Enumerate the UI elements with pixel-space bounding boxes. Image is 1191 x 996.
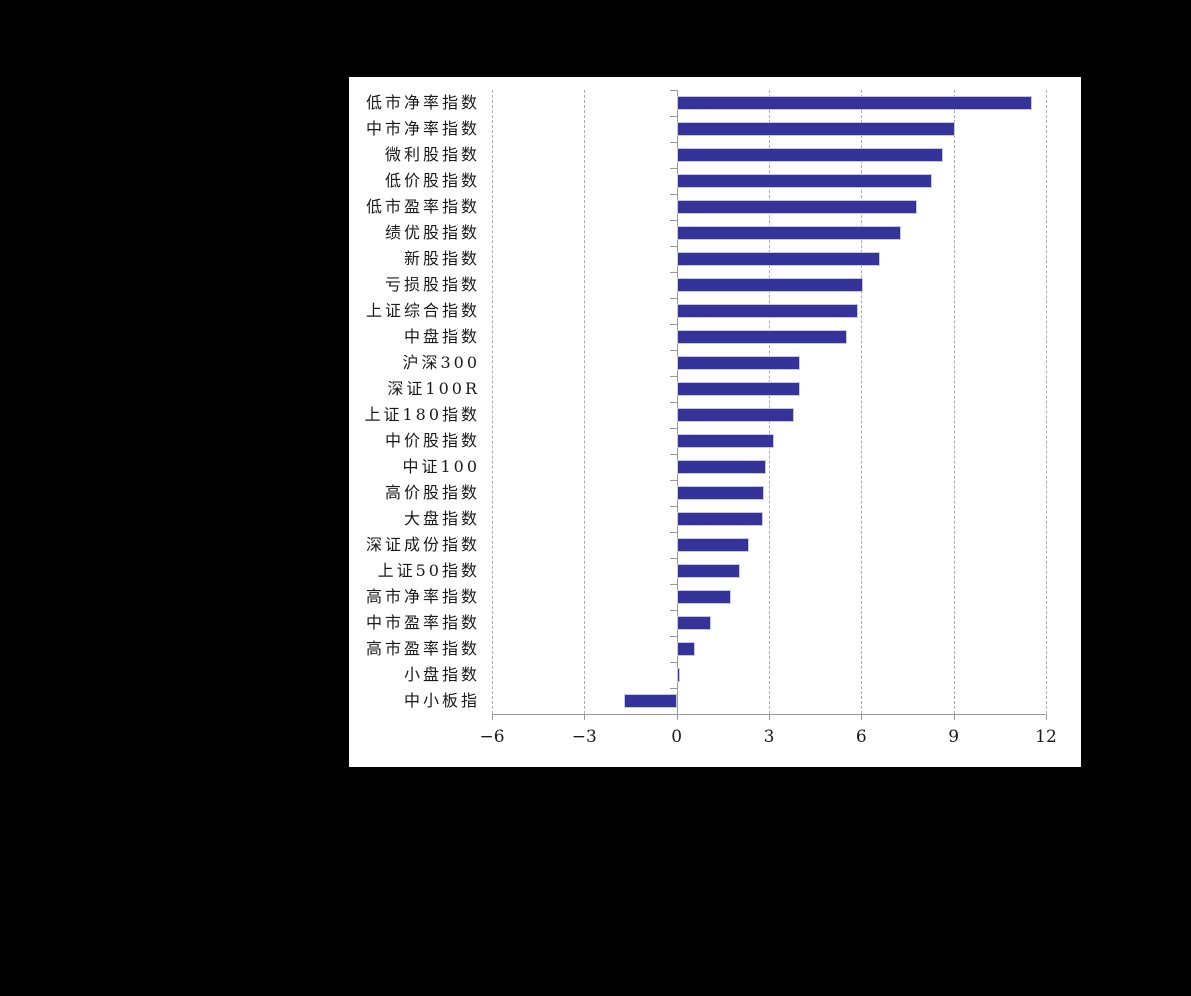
category-tick <box>669 298 677 299</box>
category-tick <box>669 636 677 637</box>
x-tick-label: −3 <box>571 727 597 747</box>
bar <box>676 96 1033 110</box>
gridline <box>1046 90 1047 714</box>
category-tick <box>669 246 677 247</box>
bar <box>676 564 740 578</box>
bar <box>676 330 848 344</box>
category-label: 低价股指数 <box>384 171 480 190</box>
category-tick <box>669 480 677 481</box>
x-axis-line <box>492 714 1046 715</box>
gridline <box>769 90 770 714</box>
category-tick <box>669 506 677 507</box>
category-label: 上证50指数 <box>377 561 480 580</box>
category-label: 中市盈率指数 <box>365 613 480 632</box>
category-label: 深证100R <box>387 379 480 398</box>
category-label: 高市盈率指数 <box>365 639 480 658</box>
bar <box>676 408 794 422</box>
zero-axis-line <box>676 90 678 714</box>
bar <box>676 304 859 318</box>
category-tick <box>669 532 677 533</box>
bar <box>624 694 677 708</box>
category-tick <box>669 610 677 611</box>
category-label: 上证180指数 <box>364 405 480 424</box>
category-label: 上证综合指数 <box>365 301 480 320</box>
gridline <box>584 90 586 714</box>
category-label: 中市净率指数 <box>365 119 480 138</box>
bar <box>676 356 800 370</box>
category-tick <box>669 584 677 585</box>
gridline <box>861 90 863 714</box>
bar <box>676 486 765 500</box>
bar <box>676 616 711 630</box>
category-tick <box>669 454 677 455</box>
category-tick <box>669 116 677 117</box>
category-label: 深证成份指数 <box>365 535 480 554</box>
x-axis-tick <box>769 715 770 720</box>
category-label: 高市净率指数 <box>365 587 480 606</box>
gridline <box>953 90 955 714</box>
category-tick <box>669 376 677 377</box>
chart-panel: 低市净率指数 中市净率指数微利股指数低价股指数低市盈率指数绩优股指数新股指数亏损股… <box>349 77 1081 767</box>
bar <box>676 434 774 448</box>
bar <box>676 460 766 474</box>
bar <box>676 226 902 240</box>
category-label: 小盘指数 <box>403 665 480 684</box>
category-label: 中盘指数 <box>403 327 480 346</box>
category-label: 高价股指数 <box>384 483 480 502</box>
category-label: 低市盈率指数 <box>365 197 480 216</box>
category-tick <box>669 168 677 169</box>
bar <box>676 122 956 136</box>
category-label: 绩优股指数 <box>384 223 480 242</box>
category-tick <box>669 220 677 221</box>
category-label: 微利股指数 <box>384 145 480 164</box>
bar <box>676 200 917 214</box>
category-tick <box>669 688 677 689</box>
category-label: 沪深300 <box>402 353 480 372</box>
category-tick <box>669 402 677 403</box>
bar <box>676 512 763 526</box>
plot-area: −6 −3 0 3 6 9 12 <box>479 90 1057 747</box>
x-axis-tick <box>1046 715 1047 720</box>
x-axis-tick <box>953 715 955 720</box>
x-tick-label: −6 <box>479 727 505 747</box>
category-tick <box>669 324 677 325</box>
category-tick <box>669 272 677 273</box>
bar <box>676 252 880 266</box>
category-tick <box>669 428 677 429</box>
bar <box>676 668 680 682</box>
category-tick <box>669 558 677 559</box>
category-tick <box>669 350 677 351</box>
x-axis-tick <box>584 715 586 720</box>
category-label: 低市净率指数 <box>365 93 480 112</box>
category-label: 中证100 <box>402 457 480 476</box>
x-tick-label: 0 <box>671 727 683 747</box>
category-label: 中小板指 <box>403 691 480 710</box>
category-tick <box>669 142 677 143</box>
bar <box>676 642 696 656</box>
gridline <box>492 90 493 714</box>
bar <box>676 278 863 292</box>
category-axis: 低市净率指数 中市净率指数微利股指数低价股指数低市盈率指数绩优股指数新股指数亏损股… <box>349 90 480 714</box>
category-label: 新股指数 <box>403 249 480 268</box>
x-axis-tick <box>492 715 493 720</box>
x-tick-label: 12 <box>1035 727 1057 747</box>
x-tick-label: 6 <box>855 727 867 747</box>
category-label: 大盘指数 <box>403 509 480 528</box>
bar <box>676 174 933 188</box>
x-tick-label: 9 <box>948 727 960 747</box>
bar <box>676 538 749 552</box>
bar <box>676 382 800 396</box>
x-tick-label: 3 <box>763 727 775 747</box>
category-tick <box>669 714 677 715</box>
category-tick <box>669 662 677 663</box>
bar <box>676 148 943 162</box>
category-label: 中价股指数 <box>384 431 480 450</box>
category-label: 亏损股指数 <box>384 275 480 294</box>
x-axis-tick <box>861 715 863 720</box>
bar <box>676 590 731 604</box>
category-tick <box>669 194 677 195</box>
category-tick <box>669 90 677 91</box>
x-axis-tick <box>676 715 678 720</box>
